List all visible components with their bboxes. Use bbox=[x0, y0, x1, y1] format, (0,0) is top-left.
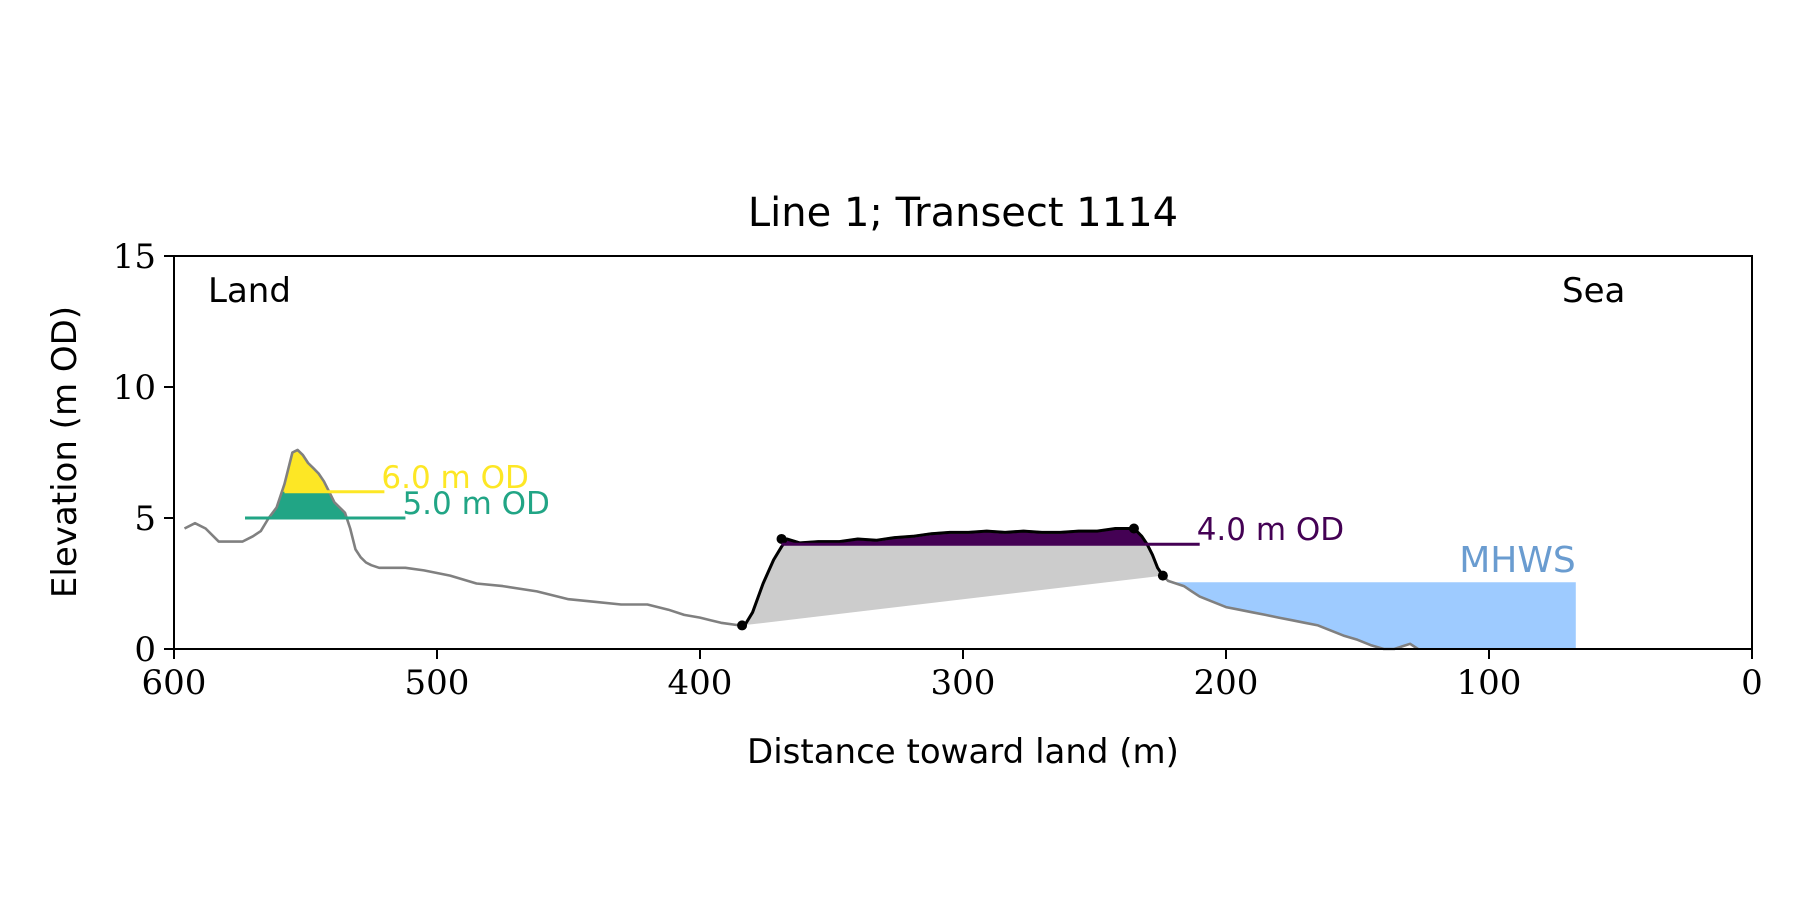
x-tick-label: 300 bbox=[931, 663, 996, 703]
x-tick-label: 200 bbox=[1194, 663, 1259, 703]
x-tick-label: 400 bbox=[668, 663, 733, 703]
fill-layer bbox=[245, 449, 1576, 649]
mhws-label: MHWS bbox=[1459, 540, 1576, 581]
y-tick-label: 10 bbox=[113, 368, 156, 408]
dune-level-5m-label: 5.0 m OD bbox=[402, 486, 549, 522]
chart-title: Line 1; Transect 1114 bbox=[748, 190, 1178, 236]
sea-label: Sea bbox=[1562, 271, 1625, 311]
x-tick-label: 600 bbox=[142, 663, 207, 703]
land-label: Land bbox=[208, 271, 291, 311]
x-axis-label: Distance toward land (m) bbox=[747, 732, 1179, 772]
mhws-water-area bbox=[1173, 582, 1576, 649]
barrier-point-end bbox=[1157, 570, 1168, 581]
label-layer: 6.0 m OD5.0 m OD 4.0 m OD MHWS bbox=[381, 460, 1575, 581]
barrier-level-4m-label: 4.0 m OD bbox=[1197, 512, 1344, 548]
dune-fill-6m bbox=[279, 449, 332, 492]
y-axis-label: Elevation (m OD) bbox=[45, 306, 85, 598]
y-tick-label: 5 bbox=[134, 499, 156, 539]
barrier-point-start bbox=[737, 620, 748, 631]
barrier-point-crest-left bbox=[776, 533, 787, 544]
barrier-volume-fill bbox=[742, 528, 1163, 626]
y-tick-label: 0 bbox=[134, 630, 156, 670]
barrier-point-crest-right bbox=[1128, 523, 1139, 534]
axis-ticks: 600 500 400 300 200 100 0 0 5 10 15 bbox=[113, 237, 1763, 703]
dune-level-6m-label: 6.0 m OD bbox=[381, 460, 528, 496]
x-tick-label: 0 bbox=[1741, 663, 1763, 703]
line-layer bbox=[183, 448, 1419, 651]
x-tick-label: 100 bbox=[1457, 663, 1522, 703]
y-tick-label: 15 bbox=[113, 237, 156, 277]
x-tick-label: 500 bbox=[405, 663, 470, 703]
